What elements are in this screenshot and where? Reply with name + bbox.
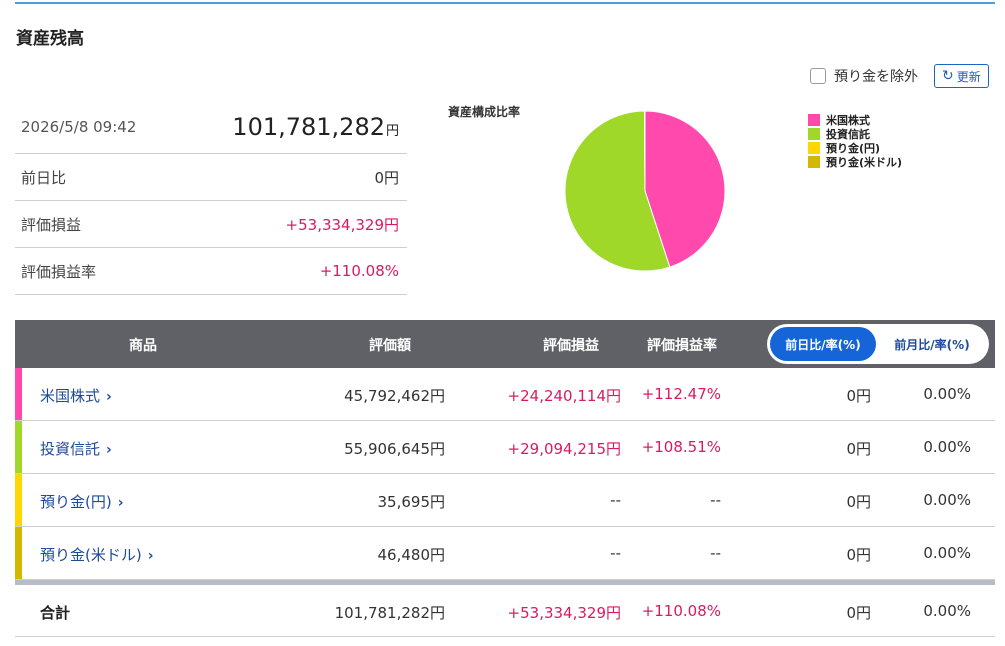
day-change-label: 前日比 xyxy=(21,168,67,187)
row-pl: +24,240,114円 xyxy=(507,387,621,405)
pl-value: +53,334,329円 xyxy=(285,215,399,234)
legend-swatch xyxy=(808,114,820,126)
toggle-month-change[interactable]: 前月比/率(%) xyxy=(894,337,970,352)
row-pl: -- xyxy=(610,544,621,562)
row-valuation: 35,695円 xyxy=(377,493,446,511)
table-header: 商品 評価額 評価損益 評価損益率 前日比/率(%) 前月比/率(%) xyxy=(15,320,995,368)
row-color-bar xyxy=(15,527,22,579)
table-row: 米国株式 › 45,792,462円 +24,240,114円 +112.47% … xyxy=(15,368,995,421)
table-row: 預り金(円) › 35,695円 -- -- 0円 0.00% xyxy=(15,474,995,527)
holdings-table: 商品 評価額 評価損益 評価損益率 前日比/率(%) 前月比/率(%) 米国株式… xyxy=(15,320,995,637)
total-pl: +53,334,329円 xyxy=(507,604,621,622)
pie-title: 資産構成比率 xyxy=(448,105,521,119)
legend-swatch xyxy=(808,156,820,168)
row-name-link[interactable]: 預り金(米ドル) › xyxy=(40,544,154,565)
header-divider xyxy=(15,2,995,4)
row-diff-rate: 0.00% xyxy=(923,491,971,509)
summary-total-row: 2026/5/8 09:42 101,781,282円 xyxy=(15,100,407,154)
row-name: 預り金(円) xyxy=(40,493,112,511)
legend-label: 預り金(米ドル) xyxy=(826,156,903,169)
legend-label: 預り金(円) xyxy=(826,142,881,155)
row-name: 米国株式 xyxy=(40,387,101,405)
row-color-bar xyxy=(15,421,22,473)
pl-label: 評価損益 xyxy=(21,215,82,234)
toggle-day-change[interactable]: 前日比/率(%) xyxy=(770,327,876,361)
summary-day-change-row: 前日比 0円 xyxy=(15,154,407,201)
pl-rate-label: 評価損益率 xyxy=(21,262,97,281)
page-title: 資産残高 xyxy=(16,29,84,49)
header-pl-rate: 評価損益率 xyxy=(647,338,717,354)
row-diff: 0円 xyxy=(846,493,871,511)
day-change-value: 0円 xyxy=(374,168,399,187)
legend-swatch xyxy=(808,128,820,140)
legend-label: 投資信託 xyxy=(826,128,870,141)
pie-slice xyxy=(564,110,671,272)
total-balance-value: 101,781,282 xyxy=(232,112,385,141)
total-separator xyxy=(15,580,995,585)
row-diff-rate: 0.00% xyxy=(923,385,971,403)
total-row: 合計 101,781,282円 +53,334,329円 +110.08% 0円… xyxy=(15,585,995,637)
total-label: 合計 xyxy=(40,604,71,622)
row-diff: 0円 xyxy=(846,546,871,564)
exclude-deposit-label[interactable]: 預り金を除外 xyxy=(834,69,918,85)
chevron-right-icon: › xyxy=(147,548,154,564)
row-color-bar xyxy=(15,368,22,420)
row-valuation: 46,480円 xyxy=(377,546,446,564)
row-diff-rate: 0.00% xyxy=(923,438,971,456)
row-name-link[interactable]: 米国株式 › xyxy=(40,385,112,406)
row-color-bar xyxy=(15,474,22,526)
total-diff: 0円 xyxy=(846,604,871,622)
row-pl-rate: -- xyxy=(710,491,721,509)
summary-pl-rate-row: 評価損益率 +110.08% xyxy=(15,248,407,295)
row-diff-rate: 0.00% xyxy=(923,544,971,562)
as-of-datetime: 2026/5/8 09:42 xyxy=(21,117,137,136)
header-product: 商品 xyxy=(129,338,157,354)
yen-unit: 円 xyxy=(385,123,399,139)
row-name-link[interactable]: 預り金(円) › xyxy=(40,491,124,512)
legend-swatch xyxy=(808,142,820,154)
chevron-right-icon: › xyxy=(106,389,112,405)
total-diff-rate: 0.00% xyxy=(923,602,971,620)
row-diff: 0円 xyxy=(846,440,871,458)
header-valuation: 評価額 xyxy=(369,338,411,354)
legend-item-deposit-jpy: 預り金(円) xyxy=(808,141,902,155)
balance-summary: 2026/5/8 09:42 101,781,282円 前日比 0円 評価損益 … xyxy=(15,100,407,295)
controls: 預り金を除外 ↻ 更新 xyxy=(810,64,989,88)
row-pl-rate: -- xyxy=(710,544,721,562)
refresh-label: 更新 xyxy=(956,69,981,84)
refresh-icon: ↻ xyxy=(942,68,954,84)
row-pl-rate: +112.47% xyxy=(641,385,721,403)
exclude-deposit-checkbox[interactable] xyxy=(810,68,826,84)
asset-allocation-pie xyxy=(564,110,726,272)
row-name-link[interactable]: 投資信託 › xyxy=(40,438,112,459)
pie-legend: 米国株式 投資信託 預り金(円) 預り金(米ドル) xyxy=(808,113,902,169)
table-row: 預り金(米ドル) › 46,480円 -- -- 0円 0.00% xyxy=(15,527,995,580)
pl-rate-value: +110.08% xyxy=(319,262,399,280)
legend-item-us-stocks: 米国株式 xyxy=(808,113,902,127)
summary-pl-row: 評価損益 +53,334,329円 xyxy=(15,201,407,248)
row-valuation: 45,792,462円 xyxy=(344,387,445,405)
row-pl: +29,094,215円 xyxy=(507,440,621,458)
comparison-toggle: 前日比/率(%) 前月比/率(%) xyxy=(767,324,989,364)
row-diff: 0円 xyxy=(846,387,871,405)
total-balance: 101,781,282円 xyxy=(232,113,399,141)
legend-item-deposit-usd: 預り金(米ドル) xyxy=(808,155,902,169)
total-valuation: 101,781,282円 xyxy=(334,604,445,622)
pie-slice xyxy=(644,110,726,268)
header-pl: 評価損益 xyxy=(543,338,599,354)
total-pl-rate: +110.08% xyxy=(641,602,721,620)
row-name: 預り金(米ドル) xyxy=(40,546,142,564)
chevron-right-icon: › xyxy=(106,442,112,458)
refresh-button[interactable]: ↻ 更新 xyxy=(934,64,989,88)
row-pl-rate: +108.51% xyxy=(641,438,721,456)
table-row: 投資信託 › 55,906,645円 +29,094,215円 +108.51% … xyxy=(15,421,995,474)
row-valuation: 55,906,645円 xyxy=(344,440,445,458)
row-name: 投資信託 xyxy=(40,440,101,458)
chevron-right-icon: › xyxy=(117,495,124,511)
row-pl: -- xyxy=(610,491,621,509)
legend-label: 米国株式 xyxy=(826,114,870,127)
legend-item-funds: 投資信託 xyxy=(808,127,902,141)
